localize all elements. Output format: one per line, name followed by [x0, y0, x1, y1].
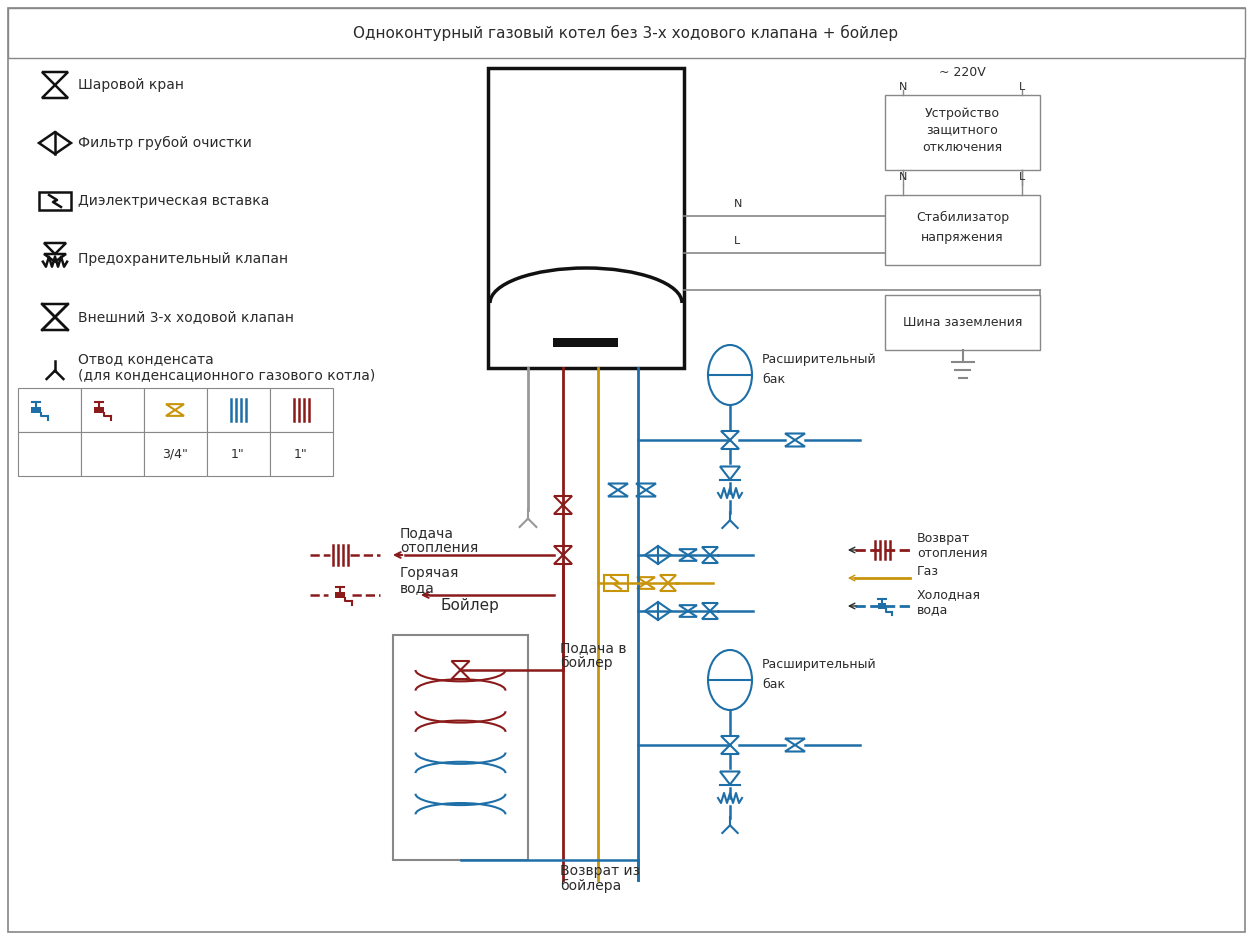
Bar — [269, 432, 333, 476]
Bar — [144, 432, 207, 476]
Text: Расширительный: Расширительный — [762, 353, 877, 366]
Text: бак: бак — [762, 373, 786, 386]
Text: Отвод конденсата
(для конденсационного газового котла): Отвод конденсата (для конденсационного г… — [78, 352, 375, 382]
Text: ~ 220V: ~ 220V — [940, 66, 986, 79]
Text: N: N — [734, 199, 742, 209]
Bar — [18, 388, 81, 432]
Bar — [8, 8, 1245, 58]
Bar — [553, 338, 618, 347]
Text: вода: вода — [917, 603, 949, 616]
Bar — [31, 407, 41, 414]
Text: Внешний 3-х ходовой клапан: Внешний 3-х ходовой клапан — [78, 310, 294, 324]
Text: отключения: отключения — [922, 140, 1002, 153]
Text: N: N — [898, 82, 907, 92]
Text: L: L — [1019, 82, 1025, 92]
Text: Газ: Газ — [917, 565, 938, 578]
Text: 3/4": 3/4" — [162, 447, 188, 461]
Text: Диэлектрическая вставка: Диэлектрическая вставка — [78, 194, 269, 208]
Ellipse shape — [708, 345, 752, 405]
Text: бойлера: бойлера — [560, 879, 621, 893]
Bar — [207, 432, 269, 476]
Text: L: L — [1019, 172, 1025, 182]
Bar — [885, 95, 1040, 170]
Text: Шина заземления: Шина заземления — [903, 316, 1022, 328]
Bar — [81, 388, 144, 432]
Bar — [94, 407, 104, 414]
Bar — [144, 388, 207, 432]
Bar — [885, 295, 1040, 350]
Text: Холодная: Холодная — [917, 588, 981, 601]
Text: защитного: защитного — [927, 123, 999, 136]
Text: Бойлер: Бойлер — [440, 598, 499, 613]
Text: 1": 1" — [231, 447, 244, 461]
Bar — [885, 195, 1040, 265]
Text: Шаровой кран: Шаровой кран — [78, 78, 184, 92]
Bar — [269, 388, 333, 432]
Text: Предохранительный клапан: Предохранительный клапан — [78, 252, 288, 266]
Text: L: L — [734, 236, 741, 246]
Text: Одноконтурный газовый котел без 3-х ходового клапана + бойлер: Одноконтурный газовый котел без 3-х ходо… — [353, 25, 898, 41]
Bar — [335, 591, 345, 599]
Text: Подача: Подача — [400, 526, 454, 540]
Bar — [393, 635, 528, 860]
Text: бак: бак — [762, 678, 786, 691]
Bar — [207, 388, 269, 432]
Text: отопления: отопления — [917, 547, 987, 560]
Text: напряжения: напряжения — [921, 230, 1004, 243]
Text: вода: вода — [400, 581, 435, 595]
Text: отопления: отопления — [400, 541, 479, 555]
Bar — [877, 603, 886, 609]
Text: Возврат: Возврат — [917, 532, 970, 545]
Bar — [604, 575, 628, 591]
Text: Устройство: Устройство — [925, 106, 1000, 119]
Text: Расширительный: Расширительный — [762, 658, 877, 671]
Bar — [487, 68, 684, 368]
Bar — [81, 432, 144, 476]
Ellipse shape — [708, 650, 752, 710]
Text: Горячая: Горячая — [400, 566, 460, 580]
Text: N: N — [898, 172, 907, 182]
Bar — [39, 192, 71, 210]
Text: Стабилизатор: Стабилизатор — [916, 211, 1009, 224]
Text: Подача в: Подача в — [560, 641, 626, 655]
Text: Возврат из: Возврат из — [560, 864, 640, 878]
Bar — [18, 432, 81, 476]
Text: 1": 1" — [294, 447, 308, 461]
Text: Фильтр грубой очистки: Фильтр грубой очистки — [78, 136, 252, 150]
Text: бойлер: бойлер — [560, 656, 613, 670]
